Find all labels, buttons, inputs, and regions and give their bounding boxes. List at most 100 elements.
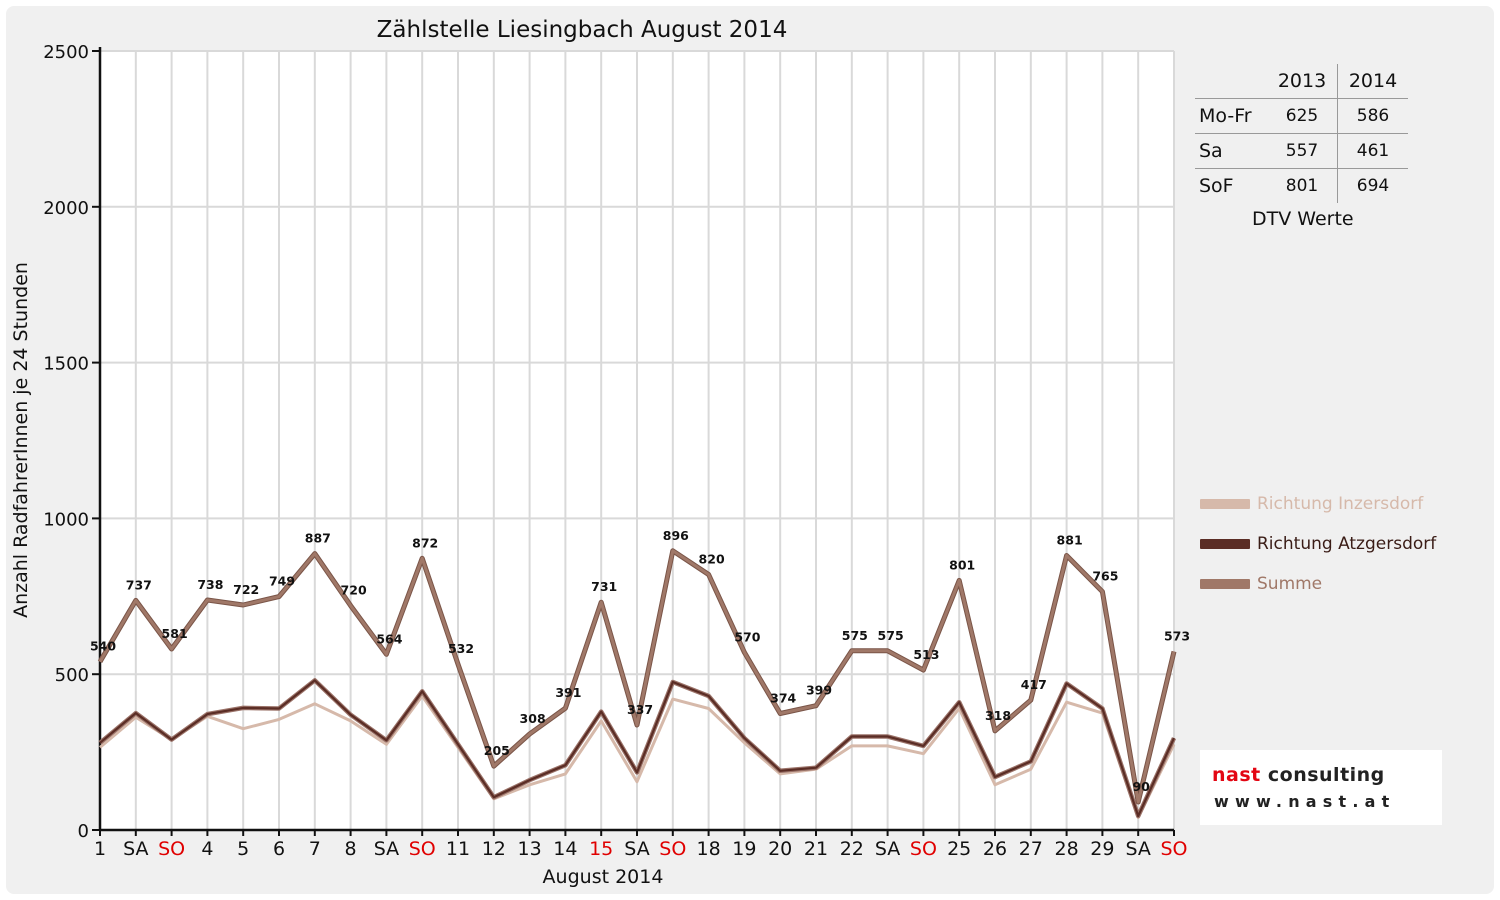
y-tick-label: 2000 (43, 198, 89, 219)
x-tick-label: SA (123, 838, 148, 860)
dtv-row-label: Mo-Fr (1195, 98, 1267, 134)
data-label: 573 (1164, 628, 1190, 643)
dtv-caption: DTV Werte (1252, 208, 1354, 230)
x-tick-label: SA (1125, 838, 1150, 860)
dtv-cell: 557 (1267, 133, 1338, 169)
y-axis-label: Anzahl RadfahrerInnen je 24 Stunden (10, 262, 32, 618)
dtv-cell: 586 (1337, 98, 1408, 134)
x-tick-label: 22 (840, 838, 864, 860)
data-label: 801 (949, 557, 975, 572)
data-label: 575 (878, 628, 904, 643)
dtv-row-label: Sa (1195, 133, 1267, 169)
data-label: 564 (376, 631, 402, 646)
legend-item-atzgersdorf: Richtung Atzgersdorf (1200, 534, 1436, 554)
x-tick-label: 25 (947, 838, 971, 860)
axes (92, 47, 1175, 836)
x-tick-label: 13 (518, 838, 542, 860)
data-label: 722 (233, 582, 259, 597)
x-tick-labels: 1 SA SO 4 5 6 7 8 SA SO 11 12 13 14 15 SA SO 18 19 20 21 22 SA… (94, 838, 1188, 860)
y-tick-label: 2500 (43, 42, 89, 63)
x-tick-label: SO (158, 838, 185, 860)
data-label: 720 (341, 583, 367, 598)
legend-swatch (1200, 539, 1250, 549)
y-tick-label: 1000 (43, 509, 89, 530)
legend-item-inzersdorf: Richtung Inzersdorf (1200, 494, 1423, 514)
data-label: 391 (555, 685, 581, 700)
legend-label: Richtung Atzgersdorf (1257, 534, 1437, 554)
dtv-cell: 461 (1337, 133, 1408, 169)
x-tick-label: SO (1160, 838, 1187, 860)
legend-item-summe: Summe (1200, 574, 1322, 594)
data-label: 738 (197, 577, 223, 592)
x-tick-label: 11 (446, 838, 470, 860)
dtv-table: 2013 2014 Mo-Fr 625 586 Sa 557 461 SoF 8… (1195, 64, 1408, 203)
x-tick-label: 28 (1055, 838, 1079, 860)
data-label: 820 (699, 551, 725, 566)
legend-label: Richtung Inzersdorf (1257, 494, 1424, 514)
x-tick-label: SA (875, 838, 900, 860)
x-tick-label: 20 (768, 838, 792, 860)
dtv-row-label: SoF (1199, 175, 1234, 197)
x-tick-label: 12 (482, 838, 506, 860)
dtv-header-2014: 2014 (1337, 64, 1408, 99)
data-label: 399 (806, 683, 832, 698)
x-tick-label: 8 (345, 838, 357, 860)
dtv-header-2013: 2013 (1267, 64, 1338, 99)
x-tick-label: SA (374, 838, 399, 860)
x-tick-label: 7 (309, 838, 321, 860)
chart-title: Zählstelle Liesingbach August 2014 (377, 17, 788, 43)
legend-swatch (1200, 499, 1250, 509)
data-label: 417 (1021, 677, 1047, 692)
data-label: 318 (985, 708, 1011, 723)
y-tick-label: 1500 (43, 354, 89, 375)
data-label: 308 (520, 711, 546, 726)
x-tick-label: 29 (1090, 838, 1114, 860)
x-tick-label: 19 (732, 838, 756, 860)
data-label: 737 (126, 577, 152, 592)
logo-url: www.nast.at (1214, 792, 1396, 811)
y-tick-label: 500 (55, 665, 89, 686)
data-label: 205 (484, 743, 510, 758)
data-label: 896 (663, 528, 689, 543)
series-lines (97, 548, 1177, 819)
y-tick-labels: 0 500 1000 1500 2000 2500 (43, 42, 89, 842)
series-line (99, 694, 1176, 819)
x-tick-label: SO (659, 838, 686, 860)
data-label: 881 (1057, 532, 1083, 547)
x-tick-label: 21 (804, 838, 828, 860)
data-label: 337 (627, 702, 653, 717)
dtv-cell: 625 (1267, 98, 1338, 134)
data-label: 765 (1092, 569, 1118, 584)
data-label: 532 (448, 641, 474, 656)
company-logo: nast consulting www.nast.at (1200, 750, 1442, 825)
x-tick-label: 4 (201, 838, 213, 860)
data-label: 540 (90, 639, 116, 654)
x-tick-label: 5 (237, 838, 249, 860)
data-label: 887 (305, 531, 331, 546)
x-tick-label: SO (910, 838, 937, 860)
y-tick-label: 0 (78, 821, 89, 842)
dtv-cell: 694 (1356, 176, 1390, 196)
logo-wordmark: nast consulting (1212, 764, 1385, 786)
x-tick-label: 6 (273, 838, 285, 860)
data-label: 749 (269, 574, 295, 589)
data-label: 575 (842, 628, 868, 643)
x-tick-label: 26 (983, 838, 1007, 860)
x-tick-label: SA (624, 838, 649, 860)
data-label: 570 (734, 629, 760, 644)
x-tick-label: SO (409, 838, 436, 860)
data-label: 581 (162, 626, 188, 641)
data-label: 513 (913, 647, 939, 662)
x-tick-label: 27 (1019, 838, 1043, 860)
dtv-cell: 801 (1267, 168, 1338, 203)
x-tick-label: 18 (697, 838, 721, 860)
dtv-corner (1195, 64, 1267, 99)
legend-label: Summe (1257, 574, 1323, 594)
x-axis-label: August 2014 (543, 866, 664, 888)
x-tick-label: 15 (589, 838, 613, 860)
data-label: 90 (1132, 779, 1150, 794)
series-line (98, 549, 1176, 804)
data-labels: 540 737 581 738 722 749 887 720 564 872 532 205 308 3… (90, 528, 1190, 794)
data-label: 872 (412, 535, 438, 550)
